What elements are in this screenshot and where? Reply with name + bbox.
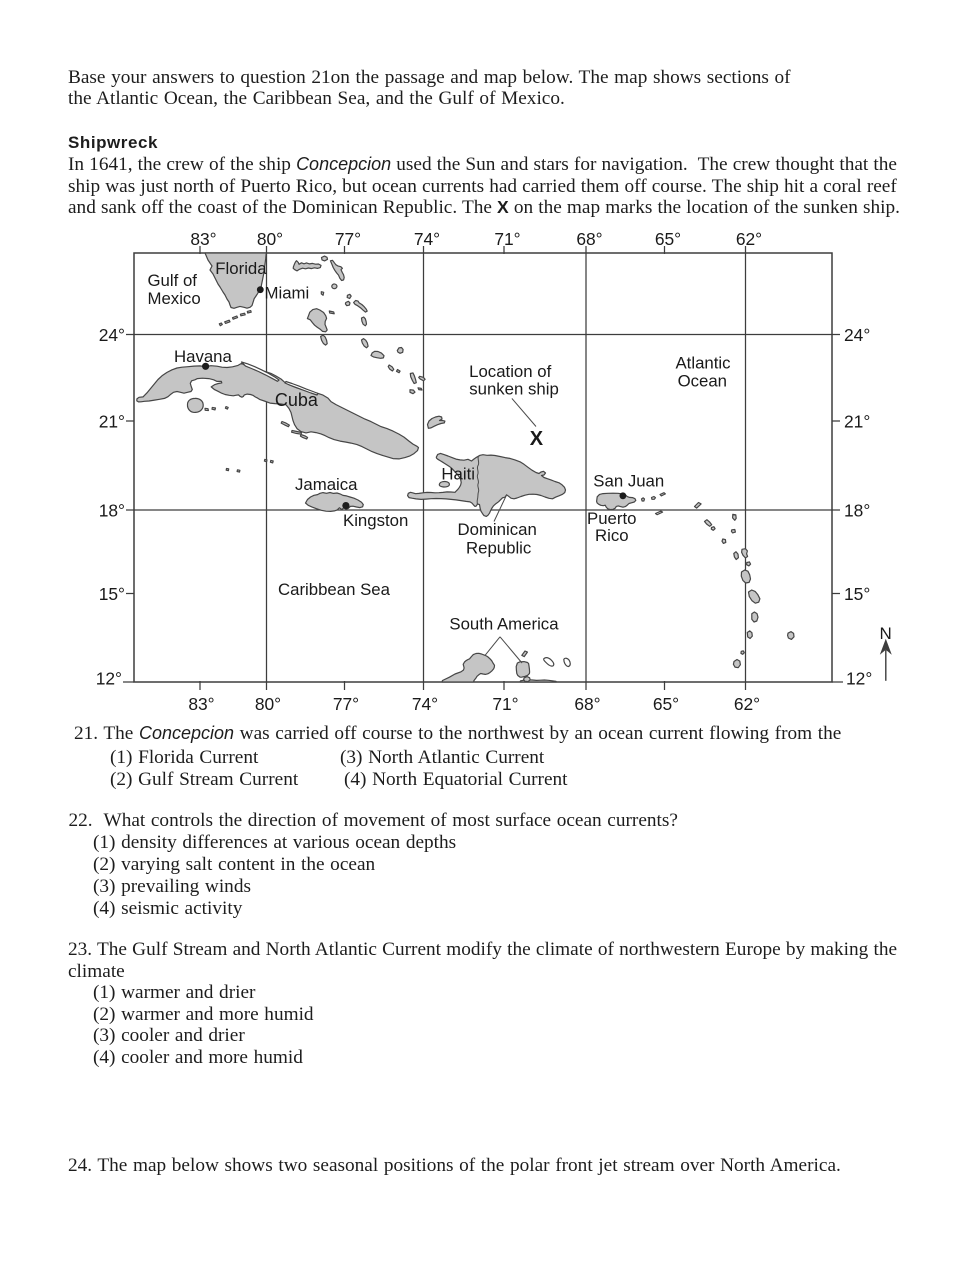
svg-text:24°: 24° <box>99 325 125 345</box>
svg-text:Caribbean Sea: Caribbean Sea <box>278 580 391 599</box>
svg-text:Rico: Rico <box>595 526 629 545</box>
svg-text:Ocean: Ocean <box>678 372 727 391</box>
svg-text:Republic: Republic <box>466 539 531 558</box>
svg-text:Jamaica: Jamaica <box>295 475 358 494</box>
svg-text:N: N <box>880 624 892 643</box>
svg-text:15°: 15° <box>844 584 870 604</box>
svg-text:X: X <box>530 428 544 450</box>
svg-text:Location of: Location of <box>469 362 551 381</box>
svg-text:Kingston: Kingston <box>343 511 408 530</box>
svg-text:Dominican: Dominican <box>458 520 537 539</box>
svg-text:Miami: Miami <box>265 284 310 303</box>
svg-text:21°: 21° <box>844 412 870 432</box>
svg-text:Gulf of: Gulf of <box>148 271 198 290</box>
svg-text:77°: 77° <box>335 229 361 249</box>
svg-text:Atlantic: Atlantic <box>675 354 730 373</box>
svg-text:18°: 18° <box>99 501 125 521</box>
svg-text:71°: 71° <box>492 694 518 714</box>
svg-text:Puerto: Puerto <box>587 509 636 528</box>
svg-text:18°: 18° <box>844 501 870 521</box>
svg-text:74°: 74° <box>414 229 440 249</box>
svg-text:San Juan: San Juan <box>593 472 664 491</box>
svg-text:62°: 62° <box>734 694 760 714</box>
svg-text:83°: 83° <box>190 229 216 249</box>
svg-text:Florida: Florida <box>215 259 267 278</box>
svg-text:80°: 80° <box>255 694 281 714</box>
svg-text:12°: 12° <box>846 669 872 689</box>
svg-text:sunken ship: sunken ship <box>469 380 559 399</box>
svg-text:83°: 83° <box>188 694 214 714</box>
svg-text:Cuba: Cuba <box>275 390 319 410</box>
svg-text:74°: 74° <box>412 694 438 714</box>
svg-text:77°: 77° <box>333 694 359 714</box>
svg-text:Haiti: Haiti <box>441 465 475 484</box>
svg-text:65°: 65° <box>655 229 681 249</box>
svg-text:62°: 62° <box>736 229 762 249</box>
svg-text:80°: 80° <box>257 229 283 249</box>
svg-text:South America: South America <box>449 615 559 634</box>
svg-text:71°: 71° <box>494 229 520 249</box>
svg-text:68°: 68° <box>574 694 600 714</box>
svg-text:21°: 21° <box>99 412 125 432</box>
svg-text:Mexico: Mexico <box>148 289 201 308</box>
svg-text:12°: 12° <box>96 669 122 689</box>
svg-text:65°: 65° <box>653 694 679 714</box>
svg-text:Havana: Havana <box>174 347 233 366</box>
svg-text:68°: 68° <box>576 229 602 249</box>
svg-text:15°: 15° <box>99 584 125 604</box>
svg-text:24°: 24° <box>844 325 870 345</box>
